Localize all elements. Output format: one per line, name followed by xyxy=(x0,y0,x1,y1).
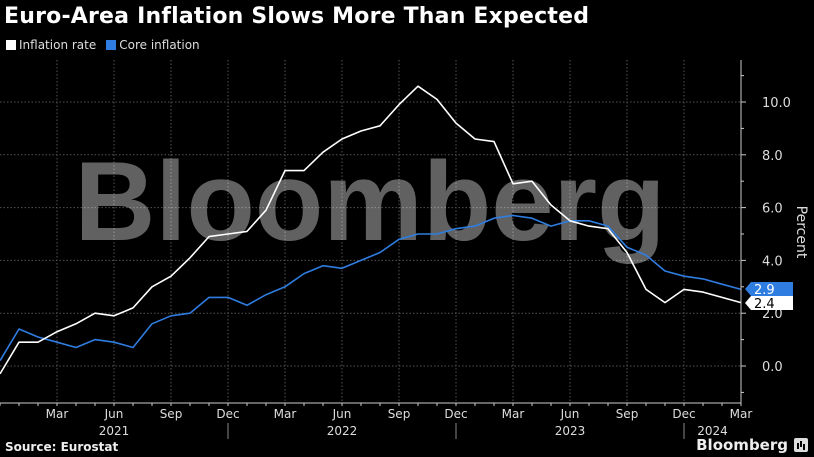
legend-label: Inflation rate xyxy=(19,38,97,52)
svg-text:8.0: 8.0 xyxy=(762,149,783,164)
svg-text:Sep: Sep xyxy=(160,407,183,421)
svg-text:2.4: 2.4 xyxy=(754,297,775,312)
svg-text:0.0: 0.0 xyxy=(762,360,783,375)
svg-text:10.0: 10.0 xyxy=(762,96,791,111)
svg-text:Jun: Jun xyxy=(104,407,124,421)
legend-item-inflation: Inflation rate xyxy=(6,38,96,52)
svg-text:Dec: Dec xyxy=(216,407,239,421)
svg-text:2023: 2023 xyxy=(555,424,586,438)
svg-text:2024: 2024 xyxy=(697,424,728,438)
svg-text:Dec: Dec xyxy=(444,407,467,421)
svg-text:Sep: Sep xyxy=(616,407,639,421)
legend-label: Core inflation xyxy=(119,38,200,52)
svg-text:2021: 2021 xyxy=(99,424,130,438)
chart-title: Euro-Area Inflation Slows More Than Expe… xyxy=(4,4,590,29)
svg-text:2.9: 2.9 xyxy=(754,283,775,298)
svg-text:Percent: Percent xyxy=(793,206,809,259)
legend-swatch-blue xyxy=(106,40,117,50)
svg-text:Mar: Mar xyxy=(274,407,297,421)
legend: Inflation rate Core inflation xyxy=(6,38,200,52)
brand-logo: Bloomberg xyxy=(696,436,808,454)
brand-name: Bloomberg xyxy=(696,436,788,454)
watermark: Bloomberg xyxy=(74,139,665,264)
svg-text:2.0: 2.0 xyxy=(762,307,783,322)
svg-text:Jun: Jun xyxy=(332,407,352,421)
chart-icon xyxy=(794,438,808,452)
svg-text:Dec: Dec xyxy=(672,407,695,421)
svg-text:Mar: Mar xyxy=(730,407,753,421)
series-lines xyxy=(0,85,742,375)
svg-text:4.0: 4.0 xyxy=(762,254,783,269)
svg-text:Mar: Mar xyxy=(46,407,69,421)
svg-text:2022: 2022 xyxy=(327,424,358,438)
legend-swatch-white xyxy=(6,40,16,50)
source-note: Source: Eurostat xyxy=(5,440,119,454)
svg-text:Sep: Sep xyxy=(388,407,411,421)
legend-item-core: Core inflation xyxy=(106,38,200,52)
svg-text:6.0: 6.0 xyxy=(762,202,783,217)
axes: 0.0 2.0 4.0 6.0 8.0 10.0 Mar Jun Sep Dec Mar Jun Sep… xyxy=(0,60,809,439)
svg-text:Mar: Mar xyxy=(502,407,525,421)
svg-text:Jun: Jun xyxy=(560,407,580,421)
